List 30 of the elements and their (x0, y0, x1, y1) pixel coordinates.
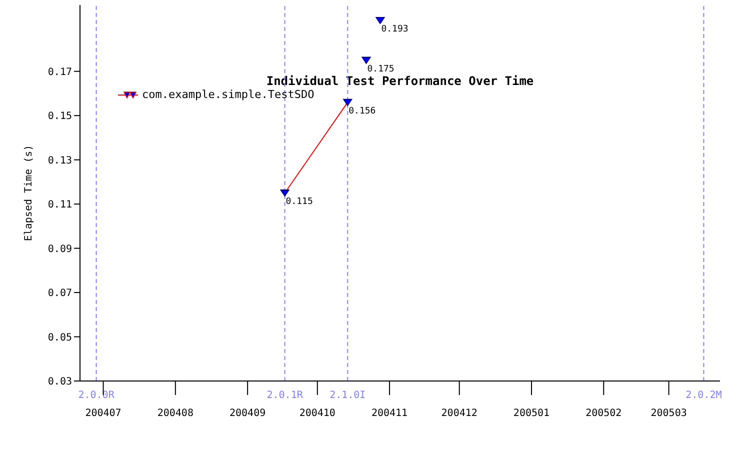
y-tick-label: 0.13 (48, 155, 72, 166)
ref-line-label: 2.0.2M (686, 390, 722, 401)
legend-label: com.example.simple.TestSDO (142, 88, 314, 101)
x-tick-label: 200409 (230, 408, 266, 420)
x-tick-label: 200407 (85, 408, 122, 420)
y-tick-label: 0.05 (48, 332, 72, 344)
x-tick-label: 200503 (650, 408, 687, 420)
x-tick-label: 200502 (586, 408, 622, 420)
data-label: 0.156 (348, 106, 376, 116)
point (362, 56, 371, 64)
y-tick-label: 0.15 (48, 111, 72, 122)
data-label: 0.115 (286, 197, 313, 207)
y-tick-label: 0.03 (48, 376, 72, 388)
ref-line-label: 2.0.0R (78, 390, 116, 401)
x-tick-label: 200412 (441, 408, 478, 420)
x-tick-label: 200408 (157, 408, 194, 420)
y-tick-label: 0.11 (48, 200, 72, 211)
data-label: 0.175 (367, 64, 394, 74)
y-tick-label: 0.17 (48, 66, 72, 78)
y-tick-label: 0.09 (48, 244, 72, 255)
ref-line-label: 2.1.0I (330, 390, 366, 401)
x-tick-label: 200501 (513, 408, 550, 420)
data-label: 0.193 (381, 24, 408, 34)
y-axis-title: Elapsed Time (s) (24, 144, 35, 242)
text: Individual Test Performance Over Time (266, 74, 534, 88)
ref-line-label: 2.0.1R (266, 390, 304, 401)
x-tick-label: 200410 (299, 408, 336, 420)
y-tick-label: 0.07 (48, 288, 72, 300)
point (376, 16, 385, 24)
x-tick-label: 200411 (371, 408, 408, 420)
